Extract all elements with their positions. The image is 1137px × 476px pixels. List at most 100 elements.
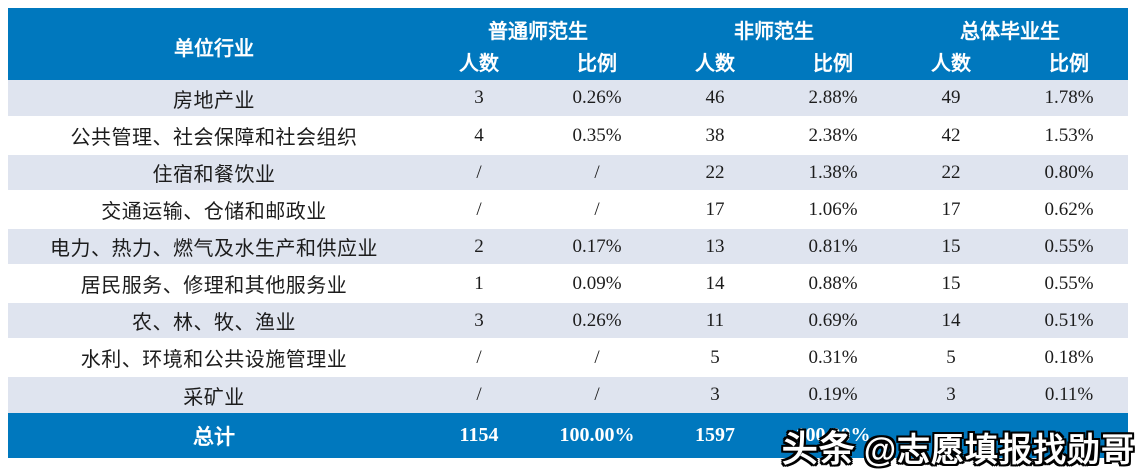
- value-cell: 0.31%: [774, 339, 892, 377]
- industry-cell: 住宿和餐饮业: [8, 154, 420, 192]
- table-row: 房地产业 3 0.26% 46 2.88% 49 1.78%: [8, 80, 1128, 118]
- table-row: 居民服务、修理和其他服务业 1 0.09% 14 0.88% 15 0.55%: [8, 265, 1128, 303]
- value-cell: 0.17%: [538, 228, 656, 266]
- industry-cell: 采矿业: [8, 376, 420, 413]
- table-row: 采矿业 / / 3 0.19% 3 0.11%: [8, 376, 1128, 413]
- col-group-total-graduates: 总体毕业生: [892, 8, 1128, 46]
- value-cell: /: [538, 191, 656, 229]
- value-cell: 0.19%: [774, 376, 892, 413]
- table-row: 住宿和餐饮业 / / 22 1.38% 22 0.80%: [8, 154, 1128, 192]
- value-cell: /: [538, 154, 656, 192]
- value-cell: 0.09%: [538, 265, 656, 303]
- value-cell: 0.55%: [1010, 265, 1128, 303]
- value-cell: 5: [656, 339, 774, 377]
- value-cell: 13: [656, 228, 774, 266]
- value-cell: 0.26%: [538, 302, 656, 340]
- table-row: 农、林、牧、渔业 3 0.26% 11 0.69% 14 0.51%: [8, 302, 1128, 340]
- col-header-industry: 单位行业: [8, 8, 420, 80]
- col-group-non-normal-students: 非师范生: [656, 8, 892, 46]
- industry-cell: 公共管理、社会保障和社会组织: [8, 117, 420, 155]
- value-cell: /: [420, 154, 538, 192]
- value-cell: /: [538, 376, 656, 413]
- watermark: 头条 @志愿填报找勋哥: [782, 420, 1135, 472]
- total-row: 总计 1154 100.00% 1597 100.00%: [8, 413, 1128, 458]
- value-cell: 0.55%: [1010, 228, 1128, 266]
- value-cell: 3: [656, 376, 774, 413]
- value-cell: 1.53%: [1010, 117, 1128, 155]
- table-footer: 总计 1154 100.00% 1597 100.00%: [8, 413, 1128, 458]
- value-cell: 2.38%: [774, 117, 892, 155]
- col-header-count-1: 人数: [420, 46, 538, 80]
- value-cell: 2: [420, 228, 538, 266]
- col-header-ratio-1: 比例: [538, 46, 656, 80]
- value-cell: 5: [892, 339, 1010, 377]
- watermark-brand: 头条: [781, 428, 856, 469]
- value-cell: 3: [420, 302, 538, 340]
- col-header-ratio-3: 比例: [1010, 46, 1128, 80]
- header-group-row: 单位行业 普通师范生 非师范生 总体毕业生: [8, 8, 1128, 80]
- value-cell: 0.69%: [774, 302, 892, 340]
- col-header-ratio-2: 比例: [774, 46, 892, 80]
- total-cell: 100.00%: [774, 413, 892, 458]
- value-cell: 49: [892, 80, 1010, 118]
- value-cell: 0.35%: [538, 117, 656, 155]
- value-cell: 0.11%: [1010, 376, 1128, 413]
- header-sub-row: 人数 比例 人数 比例 人数 比例: [8, 46, 1128, 80]
- watermark-handle: @志愿填报找勋哥: [863, 431, 1135, 468]
- total-cell: 100.00%: [538, 413, 656, 458]
- value-cell: 1: [420, 265, 538, 303]
- value-cell: 4: [420, 117, 538, 155]
- value-cell: 3: [892, 376, 1010, 413]
- value-cell: 0.51%: [1010, 302, 1128, 340]
- industry-cell: 交通运输、仓储和邮政业: [8, 191, 420, 229]
- col-header-count-3: 人数: [892, 46, 1010, 80]
- graduates-industry-table: 单位行业 普通师范生 非师范生 总体毕业生 人数 比例 人数 比例 人数 比例 …: [8, 8, 1128, 458]
- value-cell: 22: [656, 154, 774, 192]
- value-cell: 22: [892, 154, 1010, 192]
- value-cell: 0.88%: [774, 265, 892, 303]
- value-cell: 46: [656, 80, 774, 118]
- value-cell: 0.81%: [774, 228, 892, 266]
- value-cell: /: [420, 191, 538, 229]
- value-cell: 1.78%: [1010, 80, 1128, 118]
- total-cell: [892, 413, 1010, 458]
- value-cell: 38: [656, 117, 774, 155]
- total-label: 总计: [8, 413, 420, 458]
- total-cell: 1597: [656, 413, 774, 458]
- value-cell: 42: [892, 117, 1010, 155]
- value-cell: 0.80%: [1010, 154, 1128, 192]
- industry-cell: 农、林、牧、渔业: [8, 302, 420, 340]
- table-row: 交通运输、仓储和邮政业 / / 17 1.06% 17 0.62%: [8, 191, 1128, 229]
- value-cell: 15: [892, 228, 1010, 266]
- table-body: 房地产业 3 0.26% 46 2.88% 49 1.78% 公共管理、社会保障…: [8, 80, 1128, 413]
- table-row: 公共管理、社会保障和社会组织 4 0.35% 38 2.38% 42 1.53%: [8, 117, 1128, 155]
- value-cell: 0.18%: [1010, 339, 1128, 377]
- value-cell: 0.62%: [1010, 191, 1128, 229]
- value-cell: 1.06%: [774, 191, 892, 229]
- col-group-normal-students: 普通师范生: [420, 8, 656, 46]
- value-cell: /: [538, 339, 656, 377]
- value-cell: 17: [656, 191, 774, 229]
- value-cell: /: [420, 339, 538, 377]
- table-row: 电力、热力、燃气及水生产和供应业 2 0.17% 13 0.81% 15 0.5…: [8, 228, 1128, 266]
- col-header-count-2: 人数: [656, 46, 774, 80]
- value-cell: 14: [656, 265, 774, 303]
- total-cell: [1010, 413, 1128, 458]
- total-cell: 1154: [420, 413, 538, 458]
- value-cell: 11: [656, 302, 774, 340]
- value-cell: 1.38%: [774, 154, 892, 192]
- value-cell: 17: [892, 191, 1010, 229]
- value-cell: 2.88%: [774, 80, 892, 118]
- value-cell: 0.26%: [538, 80, 656, 118]
- table-row: 水利、环境和公共设施管理业 / / 5 0.31% 5 0.18%: [8, 339, 1128, 377]
- industry-cell: 水利、环境和公共设施管理业: [8, 339, 420, 377]
- table-header: 单位行业 普通师范生 非师范生 总体毕业生 人数 比例 人数 比例 人数 比例: [8, 8, 1128, 80]
- industry-cell: 房地产业: [8, 80, 420, 118]
- value-cell: 14: [892, 302, 1010, 340]
- industry-cell: 电力、热力、燃气及水生产和供应业: [8, 228, 420, 266]
- value-cell: 3: [420, 80, 538, 118]
- industry-cell: 居民服务、修理和其他服务业: [8, 265, 420, 303]
- value-cell: 15: [892, 265, 1010, 303]
- value-cell: /: [420, 376, 538, 413]
